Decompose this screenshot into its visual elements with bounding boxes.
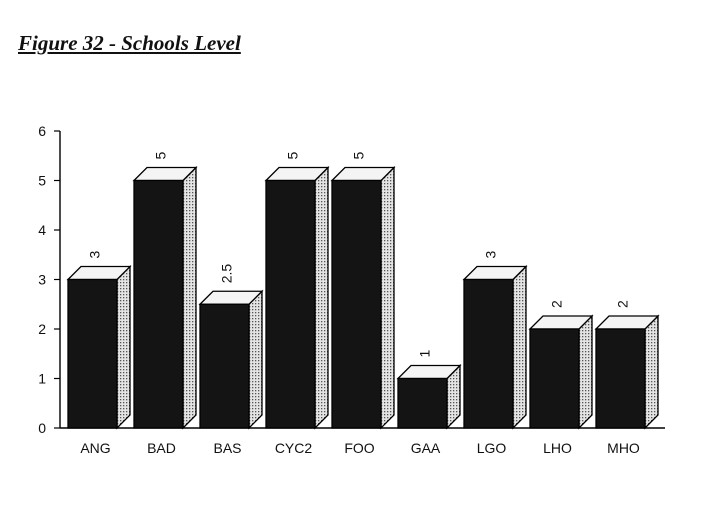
data-label: 2 <box>614 300 630 308</box>
x-tick-label: BAS <box>213 440 241 456</box>
figure-title: Figure 32 - Schools Level <box>18 31 241 55</box>
bar <box>397 377 448 429</box>
bar-side-face <box>512 264 527 430</box>
bar <box>463 278 514 429</box>
y-tick-label: 1 <box>38 371 46 387</box>
bar <box>265 179 316 429</box>
bar <box>199 303 250 429</box>
data-label: 2 <box>548 300 564 308</box>
data-label: 1 <box>416 350 432 358</box>
data-label: 2.5 <box>218 264 234 284</box>
bar <box>133 179 184 429</box>
y-tick-label: 3 <box>38 272 46 288</box>
bar <box>331 179 382 429</box>
bar-side-face <box>116 264 131 430</box>
data-label: 5 <box>350 152 366 160</box>
bar <box>529 328 580 429</box>
bar-side-face <box>182 165 197 430</box>
data-label: 5 <box>152 152 168 160</box>
y-tick-label: 4 <box>38 222 46 238</box>
x-tick-label: BAD <box>147 440 176 456</box>
labels-group: ANG 3 BAD 5 BAS 2.5 CYC2 5 FOO 5 GAA 1 LGO 3 LHO 2 MHO 2 <box>80 152 640 457</box>
data-label: 5 <box>284 152 300 160</box>
bar-side-face <box>248 289 263 430</box>
bar-side-face <box>644 314 659 430</box>
x-tick-label: LGO <box>477 440 507 456</box>
y-tick-label: 6 <box>38 123 46 139</box>
bar <box>67 278 118 429</box>
bar-side-face <box>314 165 329 430</box>
y-tick-label: 2 <box>38 321 46 337</box>
y-tick-label: 0 <box>38 420 46 436</box>
x-tick-label: ANG <box>80 440 110 456</box>
bar <box>595 328 646 429</box>
x-tick-label: LHO <box>543 440 572 456</box>
x-tick-label: MHO <box>607 440 640 456</box>
bar-side-face <box>578 314 593 430</box>
bars-group <box>66 165 660 430</box>
y-tick-label: 5 <box>38 173 46 189</box>
x-tick-label: FOO <box>344 440 374 456</box>
bar-side-face <box>380 165 395 430</box>
x-tick-label: CYC2 <box>275 440 313 456</box>
x-tick-label: GAA <box>411 440 441 456</box>
data-label: 3 <box>86 251 102 259</box>
data-label: 3 <box>482 251 498 259</box>
